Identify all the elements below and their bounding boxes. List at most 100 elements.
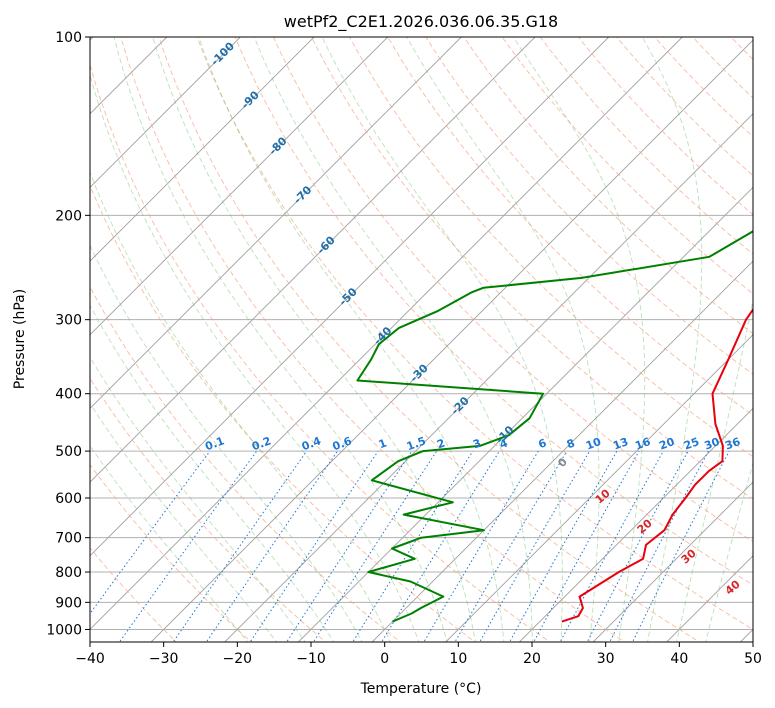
dry-adiabat-line <box>90 547 177 642</box>
mixing-ratio-label: 25 <box>682 435 701 452</box>
moist-adiabat-line <box>512 37 646 642</box>
x-tick-label: −30 <box>149 651 179 667</box>
dry-adiabat-line <box>234 37 753 586</box>
isotherm-line <box>90 37 610 557</box>
mixing-ratio-label: 1.5 <box>405 434 428 453</box>
mixing-ratio-line <box>249 450 379 642</box>
mixing-ratio-label: 0.6 <box>331 434 354 453</box>
moist-adiabat-line <box>705 461 753 642</box>
moist-adiabat-line <box>90 304 335 642</box>
mixing-ratio-line <box>381 450 500 642</box>
moist-adiabat-line <box>321 37 563 642</box>
dry-adiabat-line <box>90 184 476 642</box>
isotherm-line <box>224 113 753 642</box>
mixing-ratio-line <box>609 450 709 642</box>
isotherm-line <box>518 407 753 642</box>
x-tick-label: −20 <box>223 651 253 667</box>
mixing-ratio-line <box>172 450 308 642</box>
moist-adiabat-line <box>198 37 505 642</box>
mixing-ratio-label: 8 <box>565 436 577 451</box>
isotherm-line <box>445 334 753 642</box>
moist-adiabat-line <box>90 73 420 642</box>
moist-adiabat-line <box>113 37 448 642</box>
x-tick-label: 20 <box>523 651 541 667</box>
dry-adiabat-line <box>272 37 753 543</box>
y-tick-label: 900 <box>55 595 82 611</box>
x-tick-label: 0 <box>380 651 389 667</box>
dry-adiabat-line <box>90 63 551 642</box>
dry-adiabat-line <box>158 37 701 642</box>
background-lines <box>90 37 753 642</box>
y-tick-label: 1000 <box>46 622 82 638</box>
x-tick-label: 30 <box>597 651 615 667</box>
y-tick-label: 600 <box>55 491 82 507</box>
y-tick-label: 200 <box>55 208 82 224</box>
temperature-profile <box>561 307 753 623</box>
y-tick-label: 400 <box>55 387 82 403</box>
dry-adiabat-line <box>90 377 327 642</box>
mixing-ratio-label: 3 <box>471 436 483 451</box>
mixing-ratio-label: 0.1 <box>203 434 226 453</box>
mixing-ratio-label: 16 <box>633 435 652 453</box>
mixing-ratio-line <box>90 450 211 615</box>
isotherm-line <box>90 37 463 410</box>
x-tick-label: −40 <box>75 651 105 667</box>
y-tick-label: 100 <box>55 30 82 46</box>
chart-title: wetPf2_C2E1.2026.036.06.35.G18 <box>284 12 558 32</box>
isotherm-line <box>150 39 753 642</box>
dry-adiabat-line <box>120 37 626 642</box>
moist-adiabat-line <box>90 244 363 642</box>
mixing-ratio-line <box>312 450 438 642</box>
mixing-ratio-label: 20 <box>658 435 677 453</box>
mixing-ratio-label: 30 <box>703 435 722 453</box>
isotherm-line <box>90 37 536 483</box>
x-axis-label: Temperature (°C) <box>360 681 482 697</box>
moist-adiabat-line <box>253 37 533 642</box>
y-axis-ticks: 100 200 300 400 500 600 700 800 900 1000 <box>46 30 90 638</box>
x-tick-label: 50 <box>744 651 762 667</box>
isotherm-line <box>297 186 753 642</box>
mixing-ratio-label: 0.4 <box>300 434 323 453</box>
y-tick-label: 800 <box>55 565 82 581</box>
dry-adiabat-line <box>463 37 753 335</box>
mixing-ratio-line <box>286 450 413 642</box>
y-tick-label: 700 <box>55 531 82 547</box>
mixing-ratio-label: 1 <box>377 436 389 451</box>
isotherm-line <box>592 481 753 642</box>
moist-adiabat-line <box>152 37 476 642</box>
moist-adiabat-line <box>90 402 278 642</box>
mixing-ratio-label: 0.2 <box>250 434 273 453</box>
isotherm-line <box>90 37 315 262</box>
isotherm-line <box>90 37 684 631</box>
isotherm-line <box>90 37 389 336</box>
moist-adiabat-line <box>406 37 600 642</box>
x-tick-label: 10 <box>449 651 467 667</box>
plot-frame <box>89 36 754 643</box>
moist-adiabat-line <box>641 37 703 642</box>
mixing-ratio-label: 6 <box>537 436 549 451</box>
x-tick-label: −10 <box>296 651 326 667</box>
mixing-ratio-label: 4 <box>498 436 510 451</box>
isotherm-line <box>371 260 753 642</box>
mixing-ratio-line <box>559 450 664 642</box>
dry-adiabat-line <box>196 37 753 630</box>
y-tick-label: 500 <box>55 444 82 460</box>
moist-adiabat-line <box>90 171 392 642</box>
data-series <box>356 230 753 623</box>
y-tick-label: 300 <box>55 313 82 329</box>
mixing-ratio-line <box>586 450 689 642</box>
mixing-ratio-label: 10 <box>584 435 603 453</box>
mixing-ratio-line <box>205 450 338 642</box>
y-axis-label: Pressure (hPa) <box>12 289 28 389</box>
dry-adiabat-line <box>425 37 753 375</box>
mixing-ratio-label: 13 <box>611 435 630 452</box>
mixing-ratio-line <box>454 450 568 642</box>
x-axis-ticks: −40 −30 −20 −10 0 10 20 30 40 50 <box>75 642 762 667</box>
moist-adiabat-line <box>90 445 249 642</box>
isotherm-line <box>90 37 242 189</box>
moist-adiabat-line <box>676 296 753 642</box>
mixing-ratio-line <box>352 450 474 642</box>
dry-adiabat-line <box>310 37 753 500</box>
